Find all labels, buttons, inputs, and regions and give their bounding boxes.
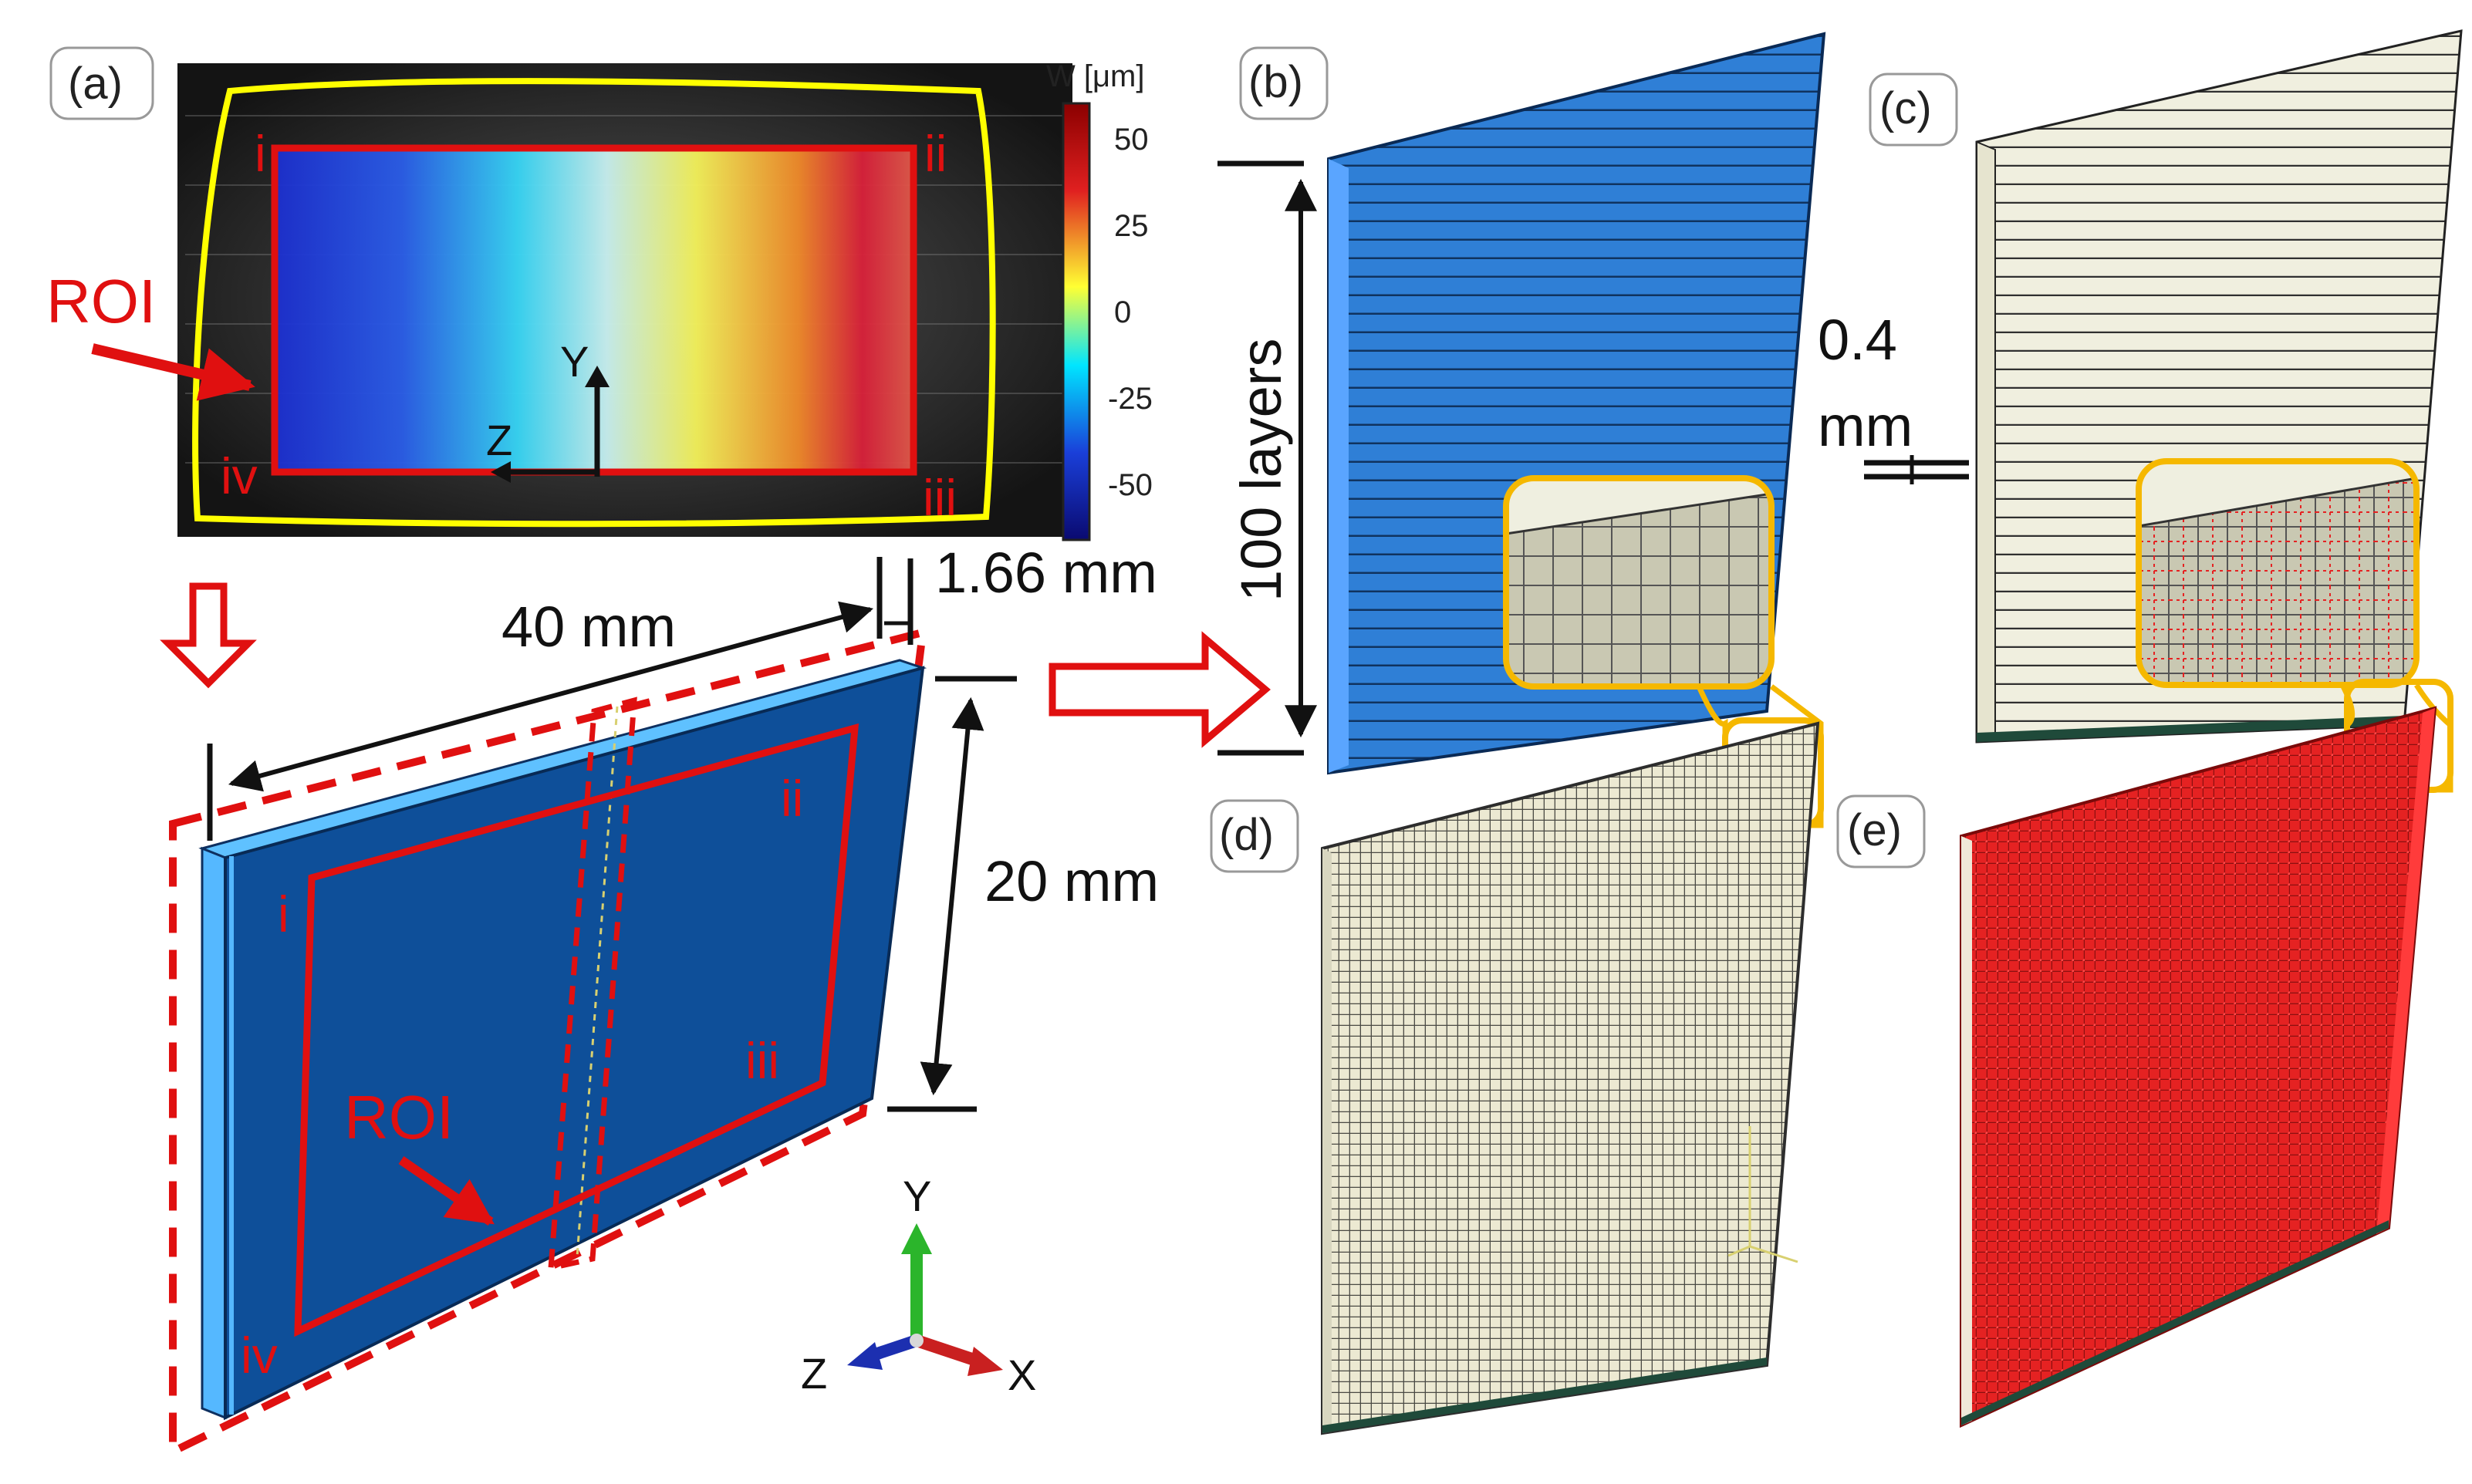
colorbar-title: W [μm] <box>1046 59 1144 93</box>
layer-thickness-value: 0.4 <box>1818 308 1897 372</box>
panel-label-a: (a) <box>68 59 123 109</box>
model-corner-i: i <box>278 885 289 943</box>
panel-label-c-box <box>1869 73 1958 147</box>
model-corner-ii: ii <box>781 770 803 827</box>
photo-z-label: Z <box>486 416 512 464</box>
colorbar: W [μm] 50 25 0 -25 -50 <box>1046 59 1153 541</box>
panel-label-b-box <box>1239 46 1329 120</box>
model-section-dashed <box>548 696 637 1272</box>
colorbar-tick-minus25: -25 <box>1108 382 1153 416</box>
panel-label-e: (e) <box>1847 805 1902 855</box>
layers-label: 100 layers <box>1229 339 1293 602</box>
thickness-label: 1.66 mm <box>935 541 1157 605</box>
colorbar-tick-0: 0 <box>1114 295 1131 329</box>
colorbar-tick-50: 50 <box>1114 123 1149 157</box>
panel-label-b: (b) <box>1248 57 1303 107</box>
panel-label-a-box <box>49 46 154 120</box>
length-dimension-line <box>228 601 874 792</box>
model-corner-iii: iii <box>745 1032 779 1089</box>
panel-label-e-box <box>1836 794 1926 868</box>
triad-x-label: X <box>1008 1351 1036 1399</box>
triad-y-arrow <box>901 1223 932 1254</box>
panel-e-mesh <box>1960 706 2437 1428</box>
panel-label-c: (c) <box>1879 83 1932 133</box>
height-dimension-line <box>920 696 984 1096</box>
triad-y-label: Y <box>903 1172 931 1220</box>
colorbar-tick-minus50: -50 <box>1108 468 1153 502</box>
panel-b-mesh <box>1327 32 1826 828</box>
length-label: 40 mm <box>501 595 676 659</box>
triad-z-label: Z <box>801 1349 827 1398</box>
panel-c-mesh <box>1975 29 2463 793</box>
photo-roi-label: ROI <box>46 267 156 336</box>
photo-roi-arrow <box>91 343 255 401</box>
photo-corner-i: i <box>255 125 266 182</box>
coordinate-triad: Y Z X <box>801 1172 1036 1399</box>
triad-x-arrow <box>968 1347 1003 1376</box>
part-model: i ii iii iv ROI <box>169 627 927 1459</box>
dimensions: 40 mm 1.66 mm 20 mm <box>207 541 1159 1112</box>
photo-y-label: Y <box>560 337 589 386</box>
colorbar-scale <box>1062 102 1091 541</box>
panel-a-photo-group: i ii iii iv Y Z <box>177 63 1072 537</box>
model-corner-iv: iv <box>241 1327 278 1384</box>
colorbar-tick-25: 25 <box>1114 209 1149 243</box>
height-label: 20 mm <box>984 849 1159 913</box>
part-outline <box>192 78 996 528</box>
photo-corner-iii: iii <box>923 469 957 526</box>
panel-d-mesh <box>1321 721 1820 1435</box>
zoom-inset-b <box>1503 475 1775 690</box>
model-roi-label: ROI <box>344 1083 454 1152</box>
down-arrow <box>160 582 257 689</box>
layer-thickness-unit: mm <box>1818 394 1913 458</box>
photo-corner-iv: iv <box>221 447 258 504</box>
photo-corner-ii: ii <box>924 125 947 182</box>
zoom-inset-c <box>2136 458 2420 688</box>
model-roi-arrow <box>398 1156 495 1226</box>
triad-z-arrow <box>847 1342 883 1370</box>
right-arrow <box>1049 631 1271 748</box>
panel-label-d: (d) <box>1219 810 1274 860</box>
displacement-contour <box>275 148 913 472</box>
model-side-face <box>201 846 227 1420</box>
panel-label-d-box <box>1210 799 1299 873</box>
